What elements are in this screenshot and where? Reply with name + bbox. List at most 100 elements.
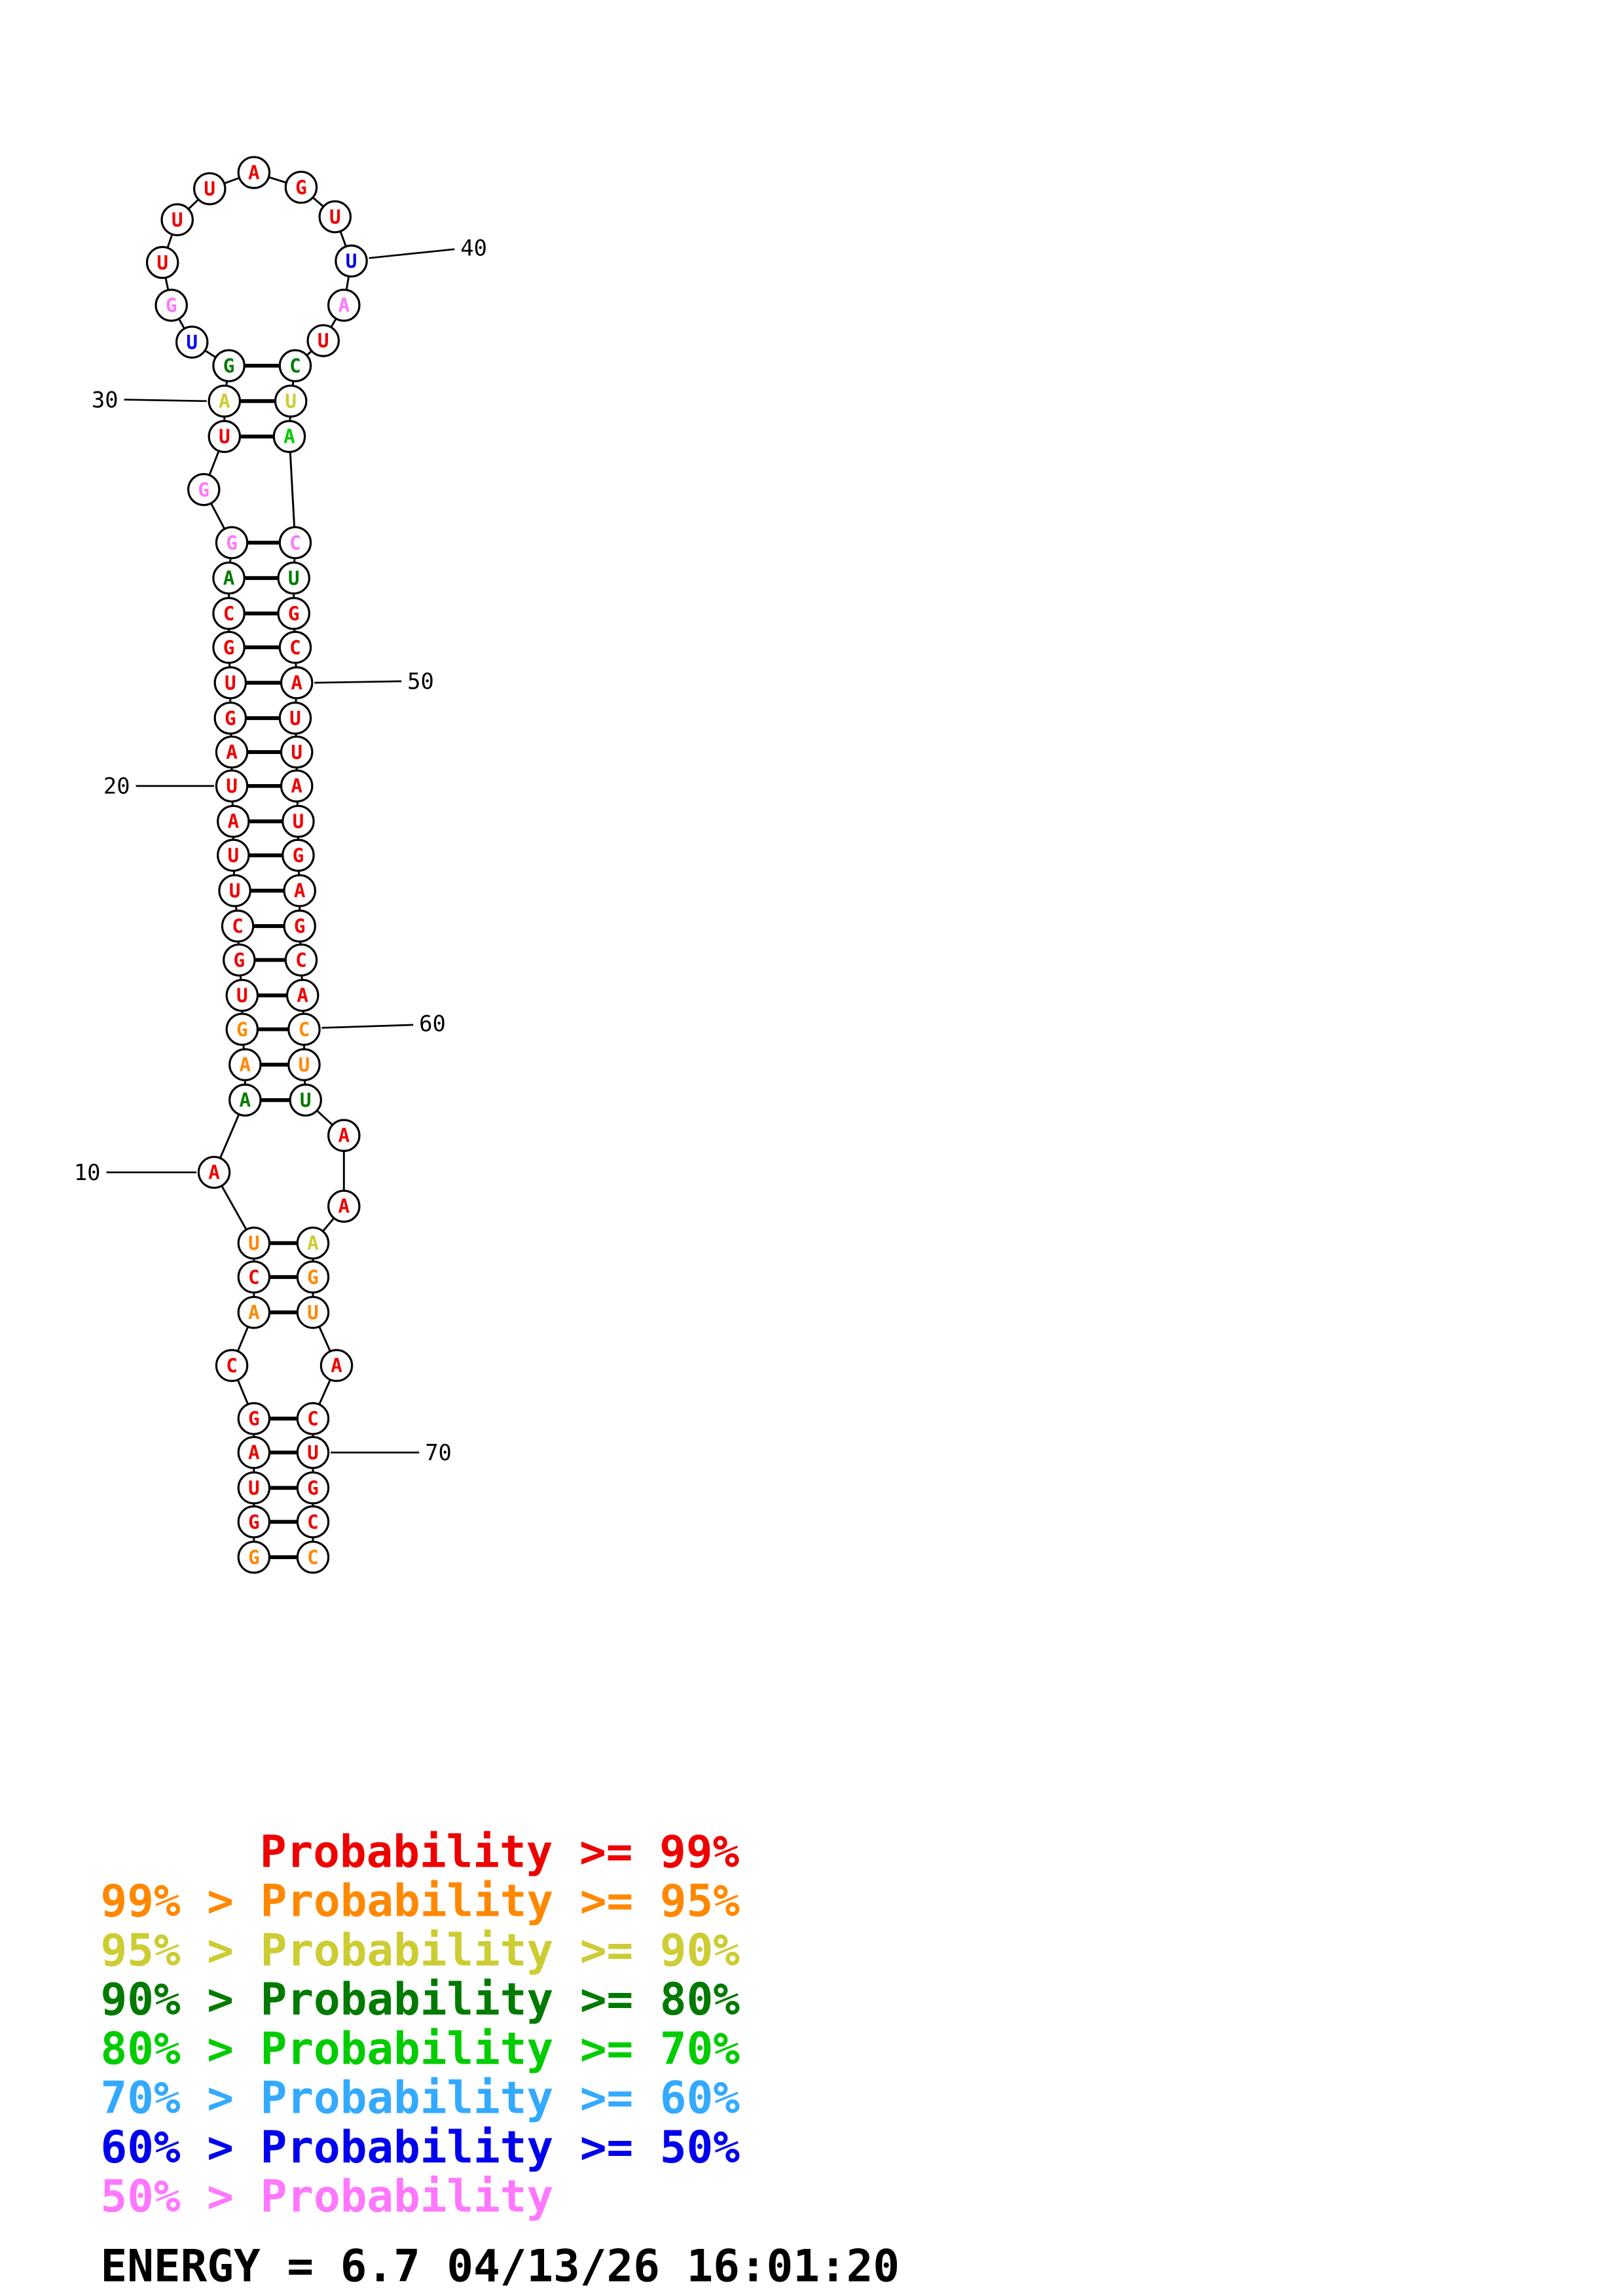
nucleotide-base: A xyxy=(307,1232,319,1255)
nucleotide-base: U xyxy=(204,178,215,200)
nucleotide-base: G xyxy=(307,1477,319,1499)
nucleotide-base: A xyxy=(338,295,350,317)
nucleotide-circle xyxy=(237,1227,271,1260)
nucleotide-circle xyxy=(237,1540,271,1574)
nucleotide-base: U xyxy=(307,1301,319,1323)
nucleotide-circle xyxy=(296,1471,330,1505)
nucleotide-circle xyxy=(221,909,255,943)
nucleotide-circle xyxy=(218,874,251,908)
nucleotide-circle xyxy=(296,1505,330,1539)
nucleotide-base: G xyxy=(226,531,238,554)
nucleotide-base: U xyxy=(156,251,168,274)
nucleotide-circle xyxy=(215,735,249,769)
nucleotide-circle xyxy=(278,349,312,382)
nucleotide-base: A xyxy=(331,1355,342,1377)
nucleotide-base: G xyxy=(295,176,307,198)
nucleotide-circle xyxy=(225,1013,259,1046)
nucleotide-circle xyxy=(280,769,314,803)
legend-line: 50% > Probability xyxy=(101,2170,554,2222)
nucleotide-circle xyxy=(237,156,271,189)
nucleotide-circle xyxy=(175,325,209,359)
nucleotide-circle xyxy=(287,1013,321,1046)
nucleotide-base: A xyxy=(294,880,306,902)
nucleotide-circle xyxy=(280,735,314,769)
nucleotide-base: U xyxy=(300,1089,312,1111)
nucleotide-circle xyxy=(155,289,188,322)
nucleotide-base: U xyxy=(346,250,357,272)
nucleotide-base: U xyxy=(225,672,236,694)
legend-line: 80% > Probability >= 70% xyxy=(101,2022,740,2074)
legend-line: 60% > Probability >= 50% xyxy=(101,2121,740,2173)
nucleotide-circle xyxy=(277,597,310,630)
nucleotide-base: U xyxy=(291,741,302,763)
nucleotide-base: C xyxy=(289,355,301,377)
position-label: 60 xyxy=(419,1011,446,1036)
nucleotide-circle xyxy=(274,384,308,418)
nucleotide-base: A xyxy=(248,1301,260,1323)
label-leader-line xyxy=(314,680,402,684)
energy-annotation: ENERGY = 6.7 04/13/26 16:01:20 xyxy=(101,2240,900,2291)
nucleotide-circle xyxy=(327,289,361,322)
nucleotide-base: C xyxy=(232,915,244,937)
nucleotide-circle xyxy=(208,384,242,418)
nucleotide-base: A xyxy=(227,810,239,833)
nucleotide-circle xyxy=(225,978,259,1013)
nucleotide-base: C xyxy=(307,1546,319,1568)
nucleotide-base: A xyxy=(291,775,302,797)
nucleotide-circle xyxy=(212,597,246,630)
nucleotide-base: U xyxy=(288,567,300,589)
nucleotide-circle xyxy=(284,943,318,977)
position-labels: 10 20 30 40 50 60 70 xyxy=(74,235,487,1465)
nucleotide-base: A xyxy=(248,162,260,184)
nucleotide-circle xyxy=(296,1227,330,1260)
label-leader-line xyxy=(321,1024,414,1029)
nucleotide-circle xyxy=(277,561,310,595)
nucleotide-base: U xyxy=(226,775,238,797)
nucleotide-circle xyxy=(237,1402,271,1435)
nucleotide-circle xyxy=(318,200,352,234)
nucleotide-base: G xyxy=(288,603,300,625)
nucleotide-circle xyxy=(284,170,318,204)
nucleotide-circle xyxy=(237,1295,271,1329)
nucleotide-circle xyxy=(145,245,179,279)
nucleotide-circle xyxy=(278,526,312,560)
nucleotides: GGUAGCACUAAAGUGCUUAUAGUGCAGGUAGUGUUUAGUU… xyxy=(145,156,368,1574)
nucleotide-circle xyxy=(223,943,256,977)
nucleotide-base: U xyxy=(172,209,183,231)
nucleotide-circle xyxy=(193,172,227,206)
nucleotide-circle xyxy=(278,702,312,735)
nucleotide-circle xyxy=(215,1349,249,1382)
nucleotide-base: U xyxy=(229,880,241,902)
nucleotide-circle xyxy=(289,1083,322,1117)
position-label: 20 xyxy=(103,774,130,799)
probability-legend: Probability >= 99%99% > Probability >= 9… xyxy=(101,1825,740,2222)
nucleotide-base: U xyxy=(299,1054,310,1076)
nucleotide-circle xyxy=(296,1295,330,1329)
legend-line: 95% > Probability >= 90% xyxy=(101,1924,740,1976)
nucleotide-base: A xyxy=(223,567,235,589)
nucleotide-base: A xyxy=(208,1161,220,1183)
nucleotide-circle xyxy=(217,838,250,872)
label-leader-line xyxy=(369,248,455,259)
nucleotide-circle xyxy=(319,1349,354,1382)
nucleotide-base: G xyxy=(234,949,246,971)
nucleotide-base: G xyxy=(236,1018,248,1041)
nucleotide-base: A xyxy=(338,1124,350,1147)
nucleotide-base: A xyxy=(283,425,295,448)
nucleotide-base: A xyxy=(291,672,302,694)
nucleotide-base: U xyxy=(186,331,198,353)
nucleotide-circle xyxy=(283,874,316,908)
nucleotide-circle xyxy=(287,1048,321,1081)
nucleotide-base: U xyxy=(227,844,239,867)
position-label: 30 xyxy=(92,387,119,412)
nucleotide-base: C xyxy=(226,1355,238,1377)
nucleotide-circle xyxy=(160,203,194,236)
nucleotide-circle xyxy=(237,1260,271,1294)
nucleotide-circle xyxy=(327,1119,361,1153)
nucleotide-circle xyxy=(228,1048,262,1081)
nucleotide-circle xyxy=(282,804,315,838)
legend-line: 90% > Probability >= 80% xyxy=(101,1973,740,2025)
nucleotide-circle xyxy=(306,324,340,357)
nucleotide-circle xyxy=(237,1436,271,1469)
